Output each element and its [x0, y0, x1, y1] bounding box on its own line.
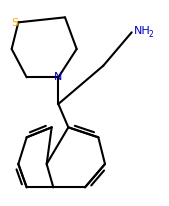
Text: NH: NH: [134, 26, 150, 36]
Text: N: N: [54, 72, 63, 82]
Text: 2: 2: [149, 30, 153, 39]
Text: S: S: [11, 18, 18, 28]
